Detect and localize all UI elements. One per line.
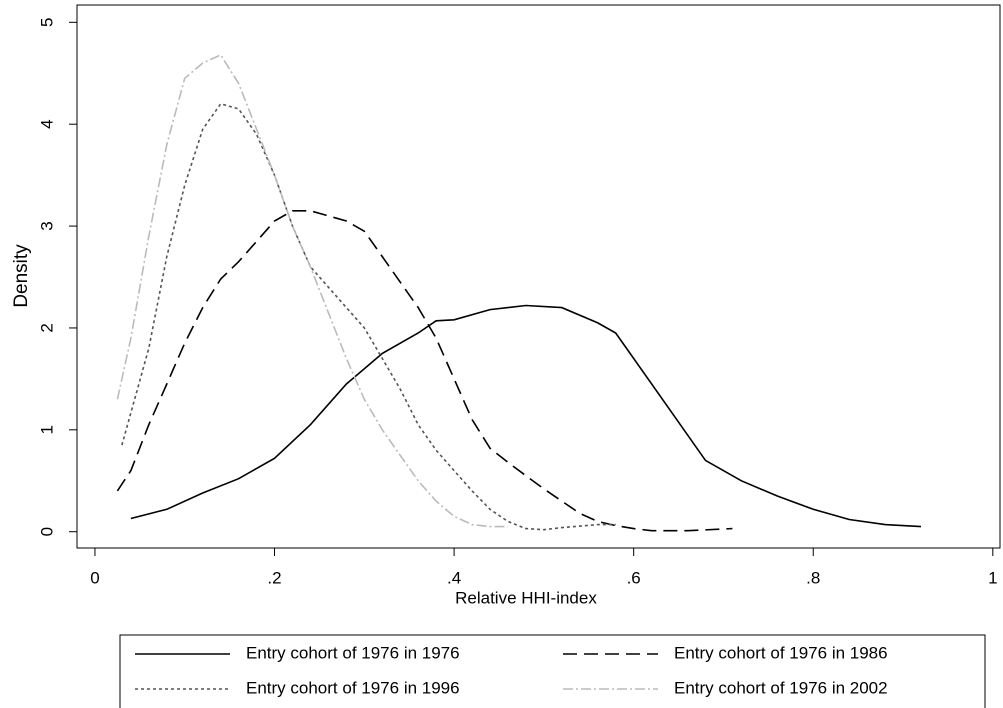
x-tick-label: .6 <box>627 568 641 587</box>
density-line <box>130 304 922 528</box>
y-tick-label: 2 <box>37 323 56 332</box>
plot-area <box>76 4 1001 549</box>
y-tick-label: 3 <box>37 221 56 230</box>
y-tick-label: 5 <box>37 18 56 27</box>
x-tick-label: .8 <box>806 568 820 587</box>
density-line <box>116 53 508 528</box>
legend-label: Entry cohort of 1976 in 1976 <box>246 643 460 662</box>
y-tick-label: 4 <box>37 119 56 128</box>
x-tick-label: .2 <box>267 568 281 587</box>
legend-label: Entry cohort of 1976 in 1996 <box>246 678 460 697</box>
x-tick-label: .4 <box>447 568 461 587</box>
legend-box <box>119 634 986 708</box>
x-axis-label: Relative HHI-index <box>455 588 597 607</box>
density-line <box>116 210 733 532</box>
density-line <box>121 102 616 531</box>
legend-label: Entry cohort of 1976 in 2002 <box>674 678 888 697</box>
legend-label: Entry cohort of 1976 in 1986 <box>674 643 888 662</box>
y-tick-label: 0 <box>37 527 56 536</box>
y-axis-label: Density <box>11 244 32 308</box>
y-tick-label: 1 <box>37 425 56 434</box>
x-tick-label: 1 <box>988 568 997 587</box>
x-tick-label: 0 <box>90 568 99 587</box>
